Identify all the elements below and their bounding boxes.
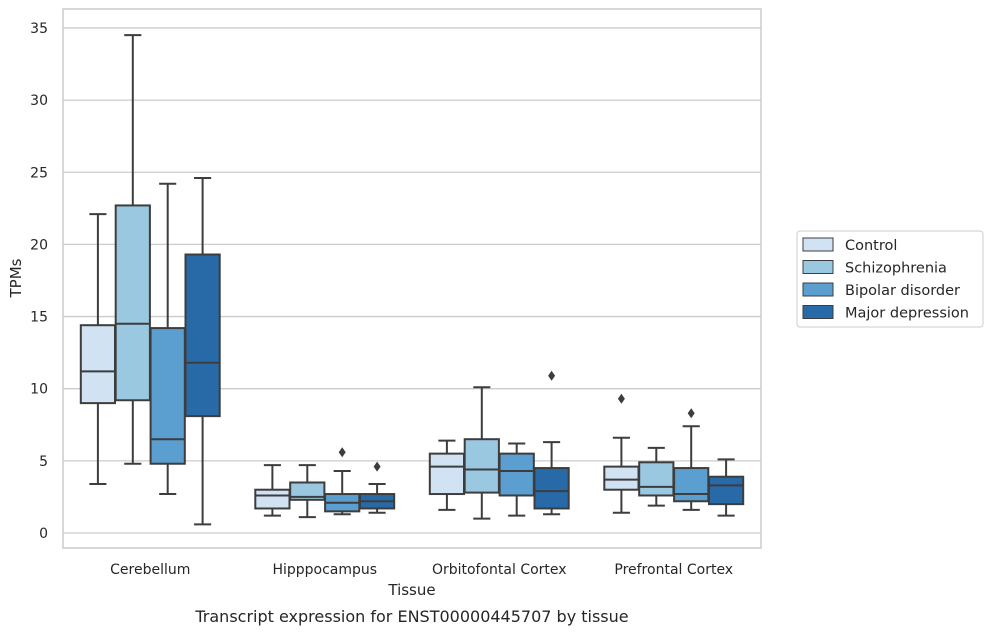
plot-frame bbox=[62, 8, 762, 549]
box-schizophrenia bbox=[463, 386, 500, 520]
box-control bbox=[428, 439, 466, 511]
x-tick-label: Cerebellum bbox=[110, 562, 190, 578]
box-iqr bbox=[114, 204, 151, 402]
y-tick-label: 0 bbox=[39, 526, 48, 542]
legend-label: Schizophrenia bbox=[845, 261, 947, 277]
legend-label: Bipolar disorder bbox=[845, 283, 960, 299]
box-control bbox=[79, 213, 117, 485]
box-iqr bbox=[289, 481, 326, 501]
y-tick-label: 10 bbox=[30, 382, 48, 398]
x-tick-label: Prefrontal Cortex bbox=[614, 562, 733, 578]
box-schizophrenia bbox=[638, 446, 675, 507]
legend-frame bbox=[796, 230, 984, 328]
chart-caption: Transcript expression for ENST0000044570… bbox=[194, 607, 628, 626]
y-tick-label: 5 bbox=[39, 454, 48, 470]
box-schizophrenia bbox=[114, 34, 151, 465]
box-major-depression bbox=[533, 370, 570, 516]
legend-label: Major depression bbox=[845, 306, 969, 322]
legend-swatch bbox=[802, 282, 834, 297]
boxes bbox=[79, 34, 745, 526]
y-tick-labels: 0 5 10 15 20 25 30 35 bbox=[30, 21, 48, 542]
box-major-depression bbox=[707, 458, 745, 517]
box-major-depression bbox=[184, 177, 221, 526]
box-iqr bbox=[463, 438, 500, 494]
box-iqr bbox=[79, 324, 117, 405]
x-axis-title: Tissue bbox=[387, 581, 435, 599]
outlier-point bbox=[338, 447, 346, 458]
outlier-point bbox=[617, 393, 625, 404]
box-iqr bbox=[603, 465, 640, 491]
outlier-point bbox=[373, 461, 381, 472]
legend-swatch bbox=[802, 237, 834, 252]
outlier-point bbox=[687, 408, 695, 419]
y-tick-label: 25 bbox=[30, 165, 48, 181]
box-iqr bbox=[149, 327, 186, 465]
box-iqr bbox=[707, 475, 745, 506]
box-bipolar-disorder bbox=[149, 182, 186, 496]
box-schizophrenia bbox=[289, 464, 326, 519]
outlier-point bbox=[548, 370, 556, 381]
y-tick-label: 30 bbox=[30, 93, 48, 109]
box-iqr bbox=[498, 452, 535, 497]
y-tick-label: 15 bbox=[30, 310, 48, 326]
legend: Control Schizophrenia Bipolar disorder Majo… bbox=[796, 230, 984, 328]
y-tick-label: 20 bbox=[30, 237, 48, 253]
box-bipolar-disorder bbox=[498, 442, 535, 517]
box-iqr bbox=[184, 253, 221, 418]
legend-swatch bbox=[802, 305, 834, 319]
box-control bbox=[603, 393, 640, 514]
x-tick-label: Hipppocampus bbox=[272, 562, 377, 578]
x-tick-label: Orbitofontal Cortex bbox=[432, 562, 567, 578]
box-bipolar-disorder bbox=[324, 447, 361, 516]
y-axis-title: TPMs bbox=[7, 258, 25, 298]
y-tick-label: 35 bbox=[30, 21, 48, 37]
x-tick-labels: Cerebellum Hipppocampus Orbitofontal Corte… bbox=[110, 562, 733, 578]
box-iqr bbox=[533, 467, 570, 510]
legend-swatch bbox=[802, 260, 834, 274]
box-iqr bbox=[254, 488, 291, 510]
box-major-depression bbox=[358, 461, 396, 514]
legend-label: Control bbox=[845, 238, 897, 254]
box-iqr bbox=[428, 452, 466, 496]
box-iqr bbox=[673, 467, 710, 503]
box-iqr bbox=[638, 461, 675, 497]
